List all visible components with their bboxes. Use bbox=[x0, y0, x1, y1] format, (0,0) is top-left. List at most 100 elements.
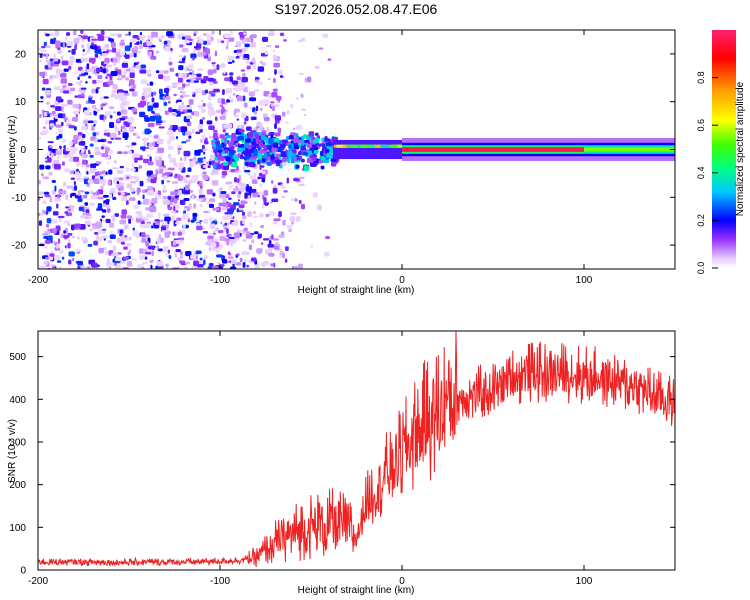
noise-speckle bbox=[120, 214, 127, 219]
noise-speckle bbox=[74, 194, 82, 199]
noise-speckle bbox=[92, 192, 98, 195]
noise-speckle bbox=[277, 100, 281, 103]
noise-speckle bbox=[181, 36, 186, 40]
carrier-fade-core bbox=[584, 147, 675, 152]
noise-speckle bbox=[212, 232, 216, 236]
noise-speckle bbox=[294, 198, 298, 202]
noise-speckle bbox=[207, 94, 212, 101]
noise-speckle bbox=[279, 32, 285, 37]
noise-speckle bbox=[128, 218, 132, 224]
noise-speckle bbox=[118, 130, 121, 136]
noise-speckle bbox=[171, 112, 178, 116]
noise-speckle bbox=[130, 38, 137, 44]
noise-speckle bbox=[136, 41, 140, 45]
noise-speckle bbox=[98, 247, 104, 254]
noise-speckle bbox=[275, 95, 282, 101]
noise-speckle bbox=[238, 204, 245, 209]
x-tick-label: -200 bbox=[28, 576, 48, 587]
noise-speckle bbox=[298, 199, 302, 204]
burst-speckle bbox=[247, 132, 253, 139]
noise-speckle bbox=[263, 190, 269, 196]
noise-speckle bbox=[229, 238, 237, 244]
noise-speckle bbox=[149, 259, 154, 264]
noise-speckle bbox=[172, 240, 176, 246]
burst-speckle bbox=[270, 133, 274, 138]
noise-speckle bbox=[153, 91, 157, 96]
noise-speckle bbox=[54, 185, 57, 192]
noise-speckle bbox=[120, 109, 128, 115]
y-tick-label: 200 bbox=[9, 480, 26, 491]
noise-speckle bbox=[67, 232, 73, 236]
noise-speckle bbox=[107, 208, 111, 213]
burst-speckle bbox=[230, 161, 238, 168]
noise-speckle bbox=[202, 103, 206, 107]
noise-speckle bbox=[217, 158, 221, 164]
noise-speckle bbox=[110, 215, 116, 218]
transition-speckle bbox=[380, 144, 389, 148]
noise-speckle bbox=[167, 206, 173, 211]
noise-speckle bbox=[226, 228, 229, 234]
noise-speckle bbox=[178, 189, 182, 196]
noise-speckle bbox=[202, 184, 205, 187]
burst-speckle bbox=[244, 162, 249, 166]
noise-speckle bbox=[174, 239, 182, 244]
noise-speckle bbox=[107, 80, 114, 86]
noise-speckle bbox=[180, 126, 188, 133]
burst-speckle bbox=[228, 145, 235, 150]
noise-speckle bbox=[133, 153, 140, 158]
noise-speckle bbox=[247, 211, 252, 217]
noise-speckle bbox=[140, 79, 148, 85]
noise-speckle bbox=[189, 189, 194, 193]
noise-speckle bbox=[50, 104, 56, 108]
noise-speckle bbox=[197, 124, 204, 130]
noise-speckle bbox=[229, 185, 234, 188]
noise-speckle bbox=[268, 239, 272, 245]
noise-speckle bbox=[44, 240, 51, 244]
noise-speckle bbox=[162, 213, 170, 217]
noise-speckle bbox=[251, 179, 258, 184]
noise-speckle bbox=[252, 191, 259, 198]
noise-speckle bbox=[173, 160, 177, 166]
noise-speckle bbox=[268, 77, 271, 81]
noise-speckle bbox=[158, 70, 165, 74]
noise-speckle bbox=[206, 120, 213, 125]
noise-speckle bbox=[50, 240, 53, 243]
burst-speckle bbox=[270, 155, 275, 160]
burst-speckle bbox=[300, 158, 305, 163]
noise-speckle bbox=[205, 33, 212, 37]
noise-speckle bbox=[88, 97, 93, 103]
noise-speckle bbox=[66, 32, 71, 36]
colorbar-label: Normalized spectral amplitude bbox=[735, 81, 746, 216]
noise-speckle bbox=[40, 96, 44, 99]
noise-speckle bbox=[79, 177, 83, 182]
noise-speckle bbox=[236, 165, 239, 172]
noise-speckle bbox=[250, 34, 257, 39]
noise-speckle bbox=[224, 77, 230, 82]
noise-speckle bbox=[237, 193, 241, 199]
noise-speckle bbox=[62, 90, 70, 94]
noise-speckle bbox=[92, 132, 97, 137]
noise-speckle bbox=[109, 222, 115, 228]
noise-speckle bbox=[66, 119, 71, 123]
colorbar-tick-label: 0.2 bbox=[696, 214, 706, 227]
noise-speckle bbox=[43, 265, 48, 269]
noise-speckle bbox=[231, 191, 236, 195]
noise-speckle bbox=[210, 36, 214, 42]
noise-speckle bbox=[236, 49, 243, 53]
noise-speckle bbox=[87, 244, 93, 247]
noise-speckle bbox=[243, 164, 246, 171]
noise-speckle bbox=[122, 267, 130, 269]
noise-speckle bbox=[236, 208, 239, 213]
noise-speckle bbox=[124, 137, 128, 140]
noise-speckle bbox=[89, 155, 94, 158]
noise-speckle bbox=[110, 33, 117, 37]
noise-speckle bbox=[250, 257, 257, 262]
noise-speckle bbox=[42, 129, 49, 134]
burst-speckle bbox=[224, 148, 229, 154]
noise-speckle bbox=[193, 46, 199, 49]
noise-speckle bbox=[91, 38, 98, 41]
noise-speckle bbox=[155, 159, 162, 166]
noise-speckle bbox=[252, 211, 257, 214]
noise-speckle bbox=[38, 265, 45, 269]
noise-speckle bbox=[237, 199, 240, 202]
